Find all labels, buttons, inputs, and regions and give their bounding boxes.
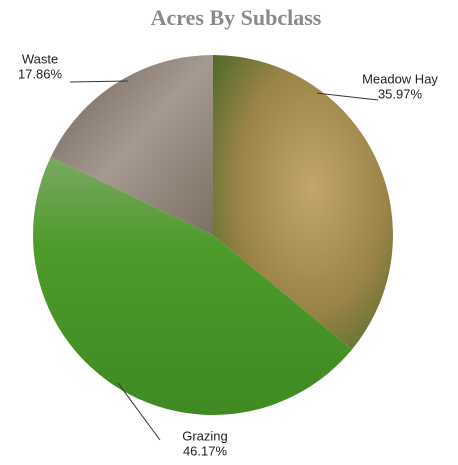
slice-value-label: 46.17% — [183, 443, 228, 458]
pie-slice — [50, 55, 213, 235]
chart-title: Acres By Subclass — [151, 5, 322, 30]
slice-label: Meadow Hay — [362, 71, 438, 86]
pie-slice — [32, 156, 352, 416]
pie-slice — [213, 55, 393, 350]
slice-value-label: 35.97% — [378, 86, 423, 101]
slice-value-label: 17.86% — [18, 66, 63, 81]
slice-label: Waste — [22, 51, 58, 66]
slice-label: Grazing — [182, 428, 228, 443]
pie — [32, 55, 393, 416]
leader-line — [117, 382, 161, 441]
leader-line — [69, 80, 128, 83]
leader-line — [317, 92, 379, 101]
